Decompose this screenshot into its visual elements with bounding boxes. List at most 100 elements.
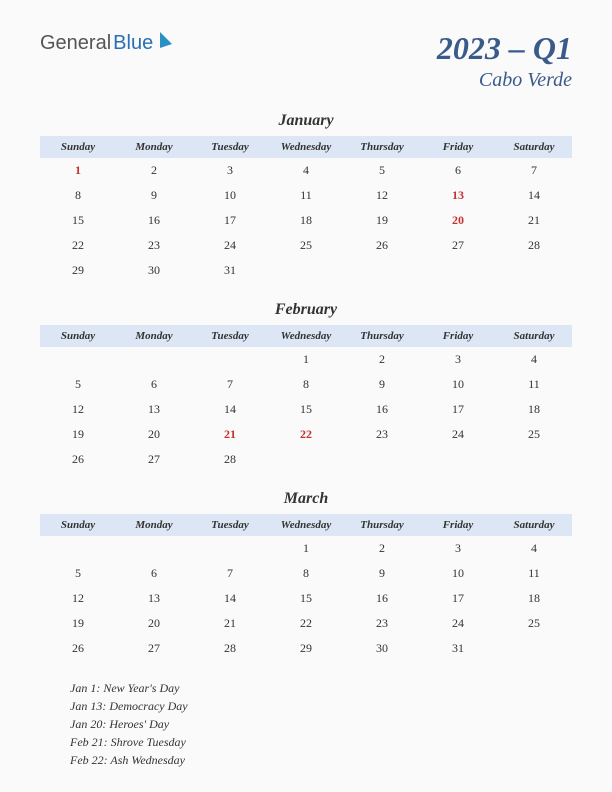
calendar-cell [192, 536, 268, 561]
calendar-cell: 18 [496, 586, 572, 611]
calendar-cell: 16 [344, 586, 420, 611]
calendar-cell: 1 [268, 536, 344, 561]
calendar-cell [116, 536, 192, 561]
calendar-cell: 20 [116, 422, 192, 447]
calendar-cell: 10 [192, 183, 268, 208]
calendar-cell [268, 258, 344, 283]
calendar-cell: 15 [40, 208, 116, 233]
page-subtitle: Cabo Verde [437, 69, 572, 92]
calendar-cell: 1 [40, 158, 116, 183]
calendar-cell: 8 [268, 561, 344, 586]
calendar-cell: 7 [192, 372, 268, 397]
month-name: March [40, 490, 572, 508]
calendar-table: SundayMondayTuesdayWednesdayThursdayFrid… [40, 514, 572, 661]
calendar-row: 1234 [40, 347, 572, 372]
calendar-cell: 23 [344, 611, 420, 636]
calendar-cell: 4 [268, 158, 344, 183]
calendar-cell: 31 [420, 636, 496, 661]
calendar-cell: 28 [192, 447, 268, 472]
calendar-cell: 10 [420, 372, 496, 397]
day-header: Sunday [40, 325, 116, 347]
calendar-cell: 18 [496, 397, 572, 422]
calendar-cell: 21 [192, 422, 268, 447]
calendar-cell: 30 [344, 636, 420, 661]
calendar-cell: 9 [116, 183, 192, 208]
calendar-cell [344, 258, 420, 283]
month-name: February [40, 301, 572, 319]
calendar-cell: 4 [496, 347, 572, 372]
calendar-cell: 9 [344, 372, 420, 397]
calendar-cell: 24 [192, 233, 268, 258]
month-block: February SundayMondayTuesdayWednesdayThur… [40, 301, 572, 472]
calendar-row: 1234 [40, 536, 572, 561]
day-header: Monday [116, 514, 192, 536]
calendar-table: SundayMondayTuesdayWednesdayThursdayFrid… [40, 136, 572, 283]
logo: GeneralBlue [40, 30, 176, 56]
calendar-cell: 17 [420, 586, 496, 611]
day-header: Friday [420, 514, 496, 536]
calendar-cell [420, 447, 496, 472]
calendar-table: SundayMondayTuesdayWednesdayThursdayFrid… [40, 325, 572, 472]
calendar-cell [344, 447, 420, 472]
day-header: Wednesday [268, 136, 344, 158]
calendar-cell: 7 [496, 158, 572, 183]
calendar-cell: 11 [268, 183, 344, 208]
calendar-cell: 2 [344, 536, 420, 561]
calendar-cell: 26 [40, 636, 116, 661]
calendar-cell: 28 [192, 636, 268, 661]
calendar-cell: 21 [192, 611, 268, 636]
calendar-cell: 17 [192, 208, 268, 233]
calendar-row: 891011121314 [40, 183, 572, 208]
calendar-cell: 19 [40, 611, 116, 636]
calendar-cell: 8 [268, 372, 344, 397]
calendar-cell: 14 [192, 586, 268, 611]
header: GeneralBlue 2023 – Q1 Cabo Verde [40, 30, 572, 92]
calendar-cell: 5 [40, 372, 116, 397]
day-header: Saturday [496, 136, 572, 158]
calendar-cell: 27 [116, 636, 192, 661]
calendar-cell [192, 347, 268, 372]
month-block: JanuarySundayMondayTuesdayWednesdayThurs… [40, 112, 572, 283]
calendar-cell: 23 [344, 422, 420, 447]
calendar-cell: 14 [496, 183, 572, 208]
calendar-cell: 10 [420, 561, 496, 586]
holiday-item: Jan 20: Heroes' Day [70, 715, 572, 733]
calendar-cell: 18 [268, 208, 344, 233]
holiday-item: Jan 1: New Year's Day [70, 679, 572, 697]
calendar-cell [116, 347, 192, 372]
calendar-cell: 22 [40, 233, 116, 258]
calendar-cell: 24 [420, 422, 496, 447]
calendar-cell: 25 [268, 233, 344, 258]
calendar-cell: 16 [116, 208, 192, 233]
day-header: Sunday [40, 514, 116, 536]
calendar-cell: 31 [192, 258, 268, 283]
calendar-cell: 20 [420, 208, 496, 233]
logo-text-general: General [40, 32, 111, 55]
holiday-item: Feb 21: Shrove Tuesday [70, 733, 572, 751]
calendar-cell: 3 [420, 536, 496, 561]
calendar-row: 19202122232425 [40, 611, 572, 636]
calendar-row: 262728293031 [40, 636, 572, 661]
calendar-row: 567891011 [40, 561, 572, 586]
calendar-cell: 13 [116, 586, 192, 611]
calendar-cell: 22 [268, 611, 344, 636]
calendar-cell: 23 [116, 233, 192, 258]
calendars-container: JanuarySundayMondayTuesdayWednesdayThurs… [40, 112, 572, 661]
title-block: 2023 – Q1 Cabo Verde [437, 30, 572, 92]
day-header: Monday [116, 136, 192, 158]
day-header: Thursday [344, 325, 420, 347]
calendar-cell: 27 [116, 447, 192, 472]
calendar-cell: 29 [40, 258, 116, 283]
calendar-cell: 25 [496, 422, 572, 447]
calendar-cell: 4 [496, 536, 572, 561]
calendar-cell: 20 [116, 611, 192, 636]
calendar-cell: 11 [496, 561, 572, 586]
calendar-cell [496, 636, 572, 661]
holiday-item: Jan 13: Democracy Day [70, 697, 572, 715]
calendar-cell: 8 [40, 183, 116, 208]
month-block: March SundayMondayTuesdayWednesdayThursda… [40, 490, 572, 661]
calendar-cell: 3 [192, 158, 268, 183]
calendar-cell: 5 [40, 561, 116, 586]
calendar-cell: 26 [344, 233, 420, 258]
calendar-cell: 12 [40, 397, 116, 422]
